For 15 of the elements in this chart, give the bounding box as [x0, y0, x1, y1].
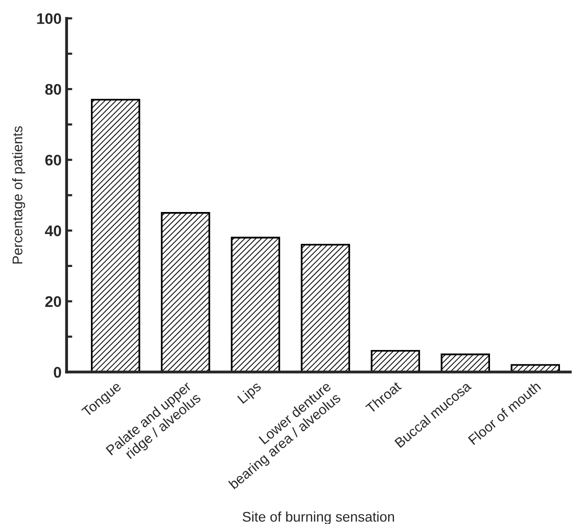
bar — [440, 354, 490, 372]
y-tick-label: 40 — [44, 225, 62, 236]
y-tick-label: 60 — [45, 154, 62, 166]
bar — [90, 98, 140, 372]
bar — [230, 236, 280, 372]
y-tick-label: 20 — [45, 296, 62, 307]
x-tick-label: Lips — [236, 380, 264, 406]
bar — [300, 244, 350, 372]
bar — [370, 350, 420, 372]
y-axis-title: Percentage of patients — [12, 126, 26, 264]
x-axis-title: Site of burning sensation — [242, 512, 394, 524]
y-tick-label: 0 — [54, 366, 62, 378]
y-tick-label: 80 — [45, 84, 62, 95]
y-tick-label: 100 — [37, 13, 62, 24]
bar — [160, 212, 210, 372]
